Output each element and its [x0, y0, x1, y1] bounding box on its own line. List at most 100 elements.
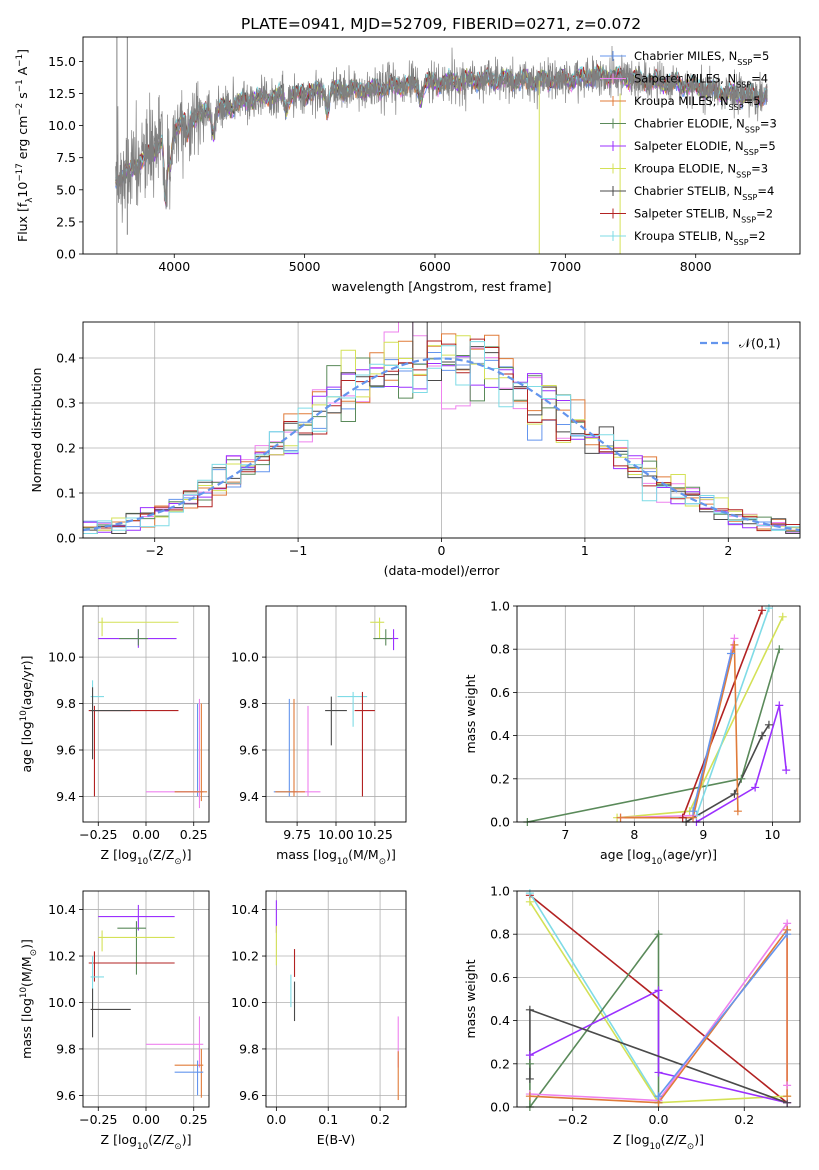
weight_vs_age-marker-kroupa_elodie [778, 612, 787, 621]
weight_vs_age-marker-salpeter_elodie [775, 701, 784, 710]
mass_vs_Z-xtick-label: −0.25 [79, 1112, 117, 1127]
mass_vs_ebv-xtick-label: 0.1 [318, 1112, 338, 1127]
mass_vs_Z-ylabel: mass [log10(M/M⊙)] [19, 939, 39, 1059]
residuals-xtick-label: −2 [145, 543, 163, 558]
residuals-ytick-label: 0.1 [56, 486, 76, 501]
spectrum-xtick-label: 7000 [549, 259, 581, 274]
mass_vs_Z-xlabel: Z [log10(Z/Z⊙)] [101, 1132, 192, 1152]
age_vs_mass-xtick-label: 10.00 [318, 827, 354, 842]
mass_vs_Z-plot-area [88, 904, 204, 1098]
spectrum-xlabel: wavelength [Angstrom, rest frame] [331, 279, 551, 294]
spectrum-xtick-label: 5000 [289, 259, 321, 274]
weight_vs_age-marker-kroupa_miles [730, 640, 739, 649]
age_vs_Z-ytick-label: 10.0 [48, 650, 76, 665]
mass_vs_Z-frame [82, 890, 210, 1108]
weight_vs_Z-ytick-label: 0.2 [490, 1056, 510, 1071]
age_vs_mass-ytick-label: 9.4 [239, 789, 259, 804]
weight_vs_Z-panel: −0.2 0.0 0.2 0.0 0.2 0.4 0.6 0.8 1.0 Z [log10(Z/Z… [463, 884, 801, 1152]
spectrum-ytick-label: 5.0 [56, 182, 76, 197]
mass_vs_Z-ytick-label: 9.6 [56, 1088, 76, 1103]
weight_vs_Z-xtick-label: 0.0 [649, 1112, 669, 1127]
figure-title: PLATE=0941, MJD=52709, FIBERID=0271, z=0… [241, 15, 641, 33]
age_vs_mass-panel: 9.75 10.00 10.25 9.4 9.6 9.8 10.0 mass [log10(M… [231, 605, 407, 867]
mass_vs_ebv-ytick-label: 9.8 [239, 1041, 259, 1056]
weight_vs_Z-series-kroupa_stelib [529, 892, 660, 1101]
residuals-xlabel: (data-model)/error [384, 563, 501, 578]
weight_vs_Z-marker-chabrier_stelib [525, 1005, 534, 1014]
legend-label-kroupa_elodie: Kroupa ELODIE, NSSP=3 [634, 162, 768, 180]
mass_vs_Z-panel: −0.25 0.00 0.25 9.6 9.8 10.0 10.2 10.4 Z [log10(… [19, 890, 210, 1152]
weight_vs_age-xtick-label: 9 [699, 827, 707, 842]
spectrum-ylabel: Flux [fλ10−17 erg cm−2 s−1 A−1] [15, 49, 35, 242]
mass_vs_ebv-xlabel: E(B-V) [317, 1132, 356, 1147]
legend-label-kroupa_stelib: Kroupa STELIB, NSSP=2 [634, 229, 766, 247]
age_vs_Z-xlabel: Z [log10(Z/Z⊙)] [101, 847, 192, 867]
residuals-xtick-label: 1 [581, 543, 589, 558]
weight_vs_Z-marker-chabrier_stelib [525, 1074, 534, 1083]
weight_vs_age-plot-area [527, 607, 787, 822]
mass_vs_ebv-ytick-label: 10.4 [231, 902, 259, 917]
legend-label-chabrier_miles: Chabrier MILES, NSSP=5 [634, 49, 769, 67]
age_vs_Z-ytick-label: 9.4 [56, 789, 76, 804]
spectrum-ytick-label: 7.5 [56, 150, 76, 165]
weight_vs_Z-marker-chabrier_elodie [525, 1059, 534, 1068]
spectrum-xtick-label: 8000 [680, 259, 712, 274]
residuals-panel: −2 −1 0 1 2 0.0 0.1 0.2 0.3 0.4 (data-model)/error… [29, 321, 801, 578]
weight_vs_age-frame [516, 605, 801, 823]
weight_vs_age-ytick-label: 1.0 [490, 599, 510, 614]
weight_vs_age-marker-salpeter_elodie [751, 783, 760, 792]
age_vs_Z-xtick-label: 0.00 [132, 827, 160, 842]
weight_vs_Z-xlabel: Z [log10(Z/Z⊙)] [613, 1132, 704, 1152]
weight_vs_age-series-salpeter_elodie [696, 705, 787, 822]
weight_vs_age-marker-chabrier_miles [689, 807, 698, 816]
weight_vs_age-ytick-label: 0.6 [490, 685, 510, 700]
weight_vs_age-marker-chabrier_stelib [758, 731, 767, 740]
age_vs_Z-ytick-label: 9.6 [56, 743, 76, 758]
weight_vs_age-marker-kroupa_stelib [764, 604, 773, 613]
weight_vs_age-xtick-label: 10 [764, 827, 780, 842]
legend-label-salpeter_stelib: Salpeter STELIB, NSSP=2 [634, 207, 773, 225]
weight_vs_Z-xtick-label: 0.2 [734, 1112, 754, 1127]
residuals-ytick-label: 0.3 [56, 396, 76, 411]
mass_vs_Z-ytick-label: 10.4 [48, 902, 76, 917]
weight_vs_Z-marker-chabrier_miles [783, 930, 792, 939]
weight_vs_Z-marker-kroupa_miles [783, 1092, 792, 1101]
mass_vs_Z-xtick-label: 0.00 [132, 1112, 160, 1127]
legend-label-chabrier_stelib: Chabrier STELIB, NSSP=4 [634, 184, 774, 202]
weight_vs_Z-marker-salpeter_elodie [654, 1068, 663, 1077]
mass_vs_ebv-xtick-label: 0.2 [370, 1112, 390, 1127]
weight_vs_Z-xtick-label: −0.2 [558, 1112, 588, 1127]
mass_vs_ebv-panel: 0.0 0.1 0.2 9.6 9.8 10.0 10.2 10.4 E(B-V) [231, 890, 407, 1147]
weight_vs_Z-marker-salpeter_elodie [654, 986, 663, 995]
age_vs_mass-xtick-label: 10.25 [357, 827, 393, 842]
spectrum-panel: 4000 5000 6000 7000 8000 0.0 2.5 5.0 7.5 10.0 12.5… [15, 36, 801, 294]
weight_vs_age-marker-chabrier_stelib [764, 720, 773, 729]
mass_vs_ebv-xtick-label: 0.0 [266, 1112, 286, 1127]
residual-hist-kroupa_stelib [83, 341, 800, 538]
weight_vs_Z-marker-kroupa_stelib [525, 889, 534, 898]
weight_vs_age-ytick-label: 0.8 [490, 642, 510, 657]
spectrum-ytick-label: 10.0 [48, 118, 76, 133]
residuals-xtick-label: 0 [438, 543, 446, 558]
weight_vs_age-marker-kroupa_miles [616, 813, 625, 822]
age_vs_mass-ytick-label: 10.0 [231, 650, 259, 665]
weight_vs_age-marker-chabrier_elodie [775, 645, 784, 654]
weight_vs_age-marker-chabrier_stelib [730, 789, 739, 798]
weight_vs_Z-ytick-label: 1.0 [490, 884, 510, 899]
spectrum-legend: Chabrier MILES, NSSP=5 Salpeter MILES, NS… [600, 49, 777, 247]
weight_vs_Z-marker-salpeter_miles [783, 1081, 792, 1090]
mass_vs_ebv-plot-area [275, 900, 399, 1101]
weight_vs_age-marker-kroupa_miles [733, 807, 742, 816]
weight_vs_age-series-kroupa_miles [620, 644, 739, 819]
spectrum-frame [82, 36, 801, 255]
age_vs_Z-xtick-label: −0.25 [79, 827, 117, 842]
age_vs_mass-xlabel: mass [log10(M/M⊙)] [276, 847, 396, 867]
weight_vs_Z-series-chabrier_miles [657, 933, 788, 1097]
weight_vs_age-series-salpeter_stelib [681, 610, 763, 818]
mass_vs_ebv-ytick-label: 9.6 [239, 1088, 259, 1103]
age_vs_Z-xtick-label: 0.25 [180, 827, 208, 842]
legend-label-kroupa_miles: Kroupa MILES, NSSP=5 [634, 94, 761, 112]
spectrum-xtick-label: 6000 [419, 259, 451, 274]
residuals-xtick-label: 2 [724, 543, 732, 558]
